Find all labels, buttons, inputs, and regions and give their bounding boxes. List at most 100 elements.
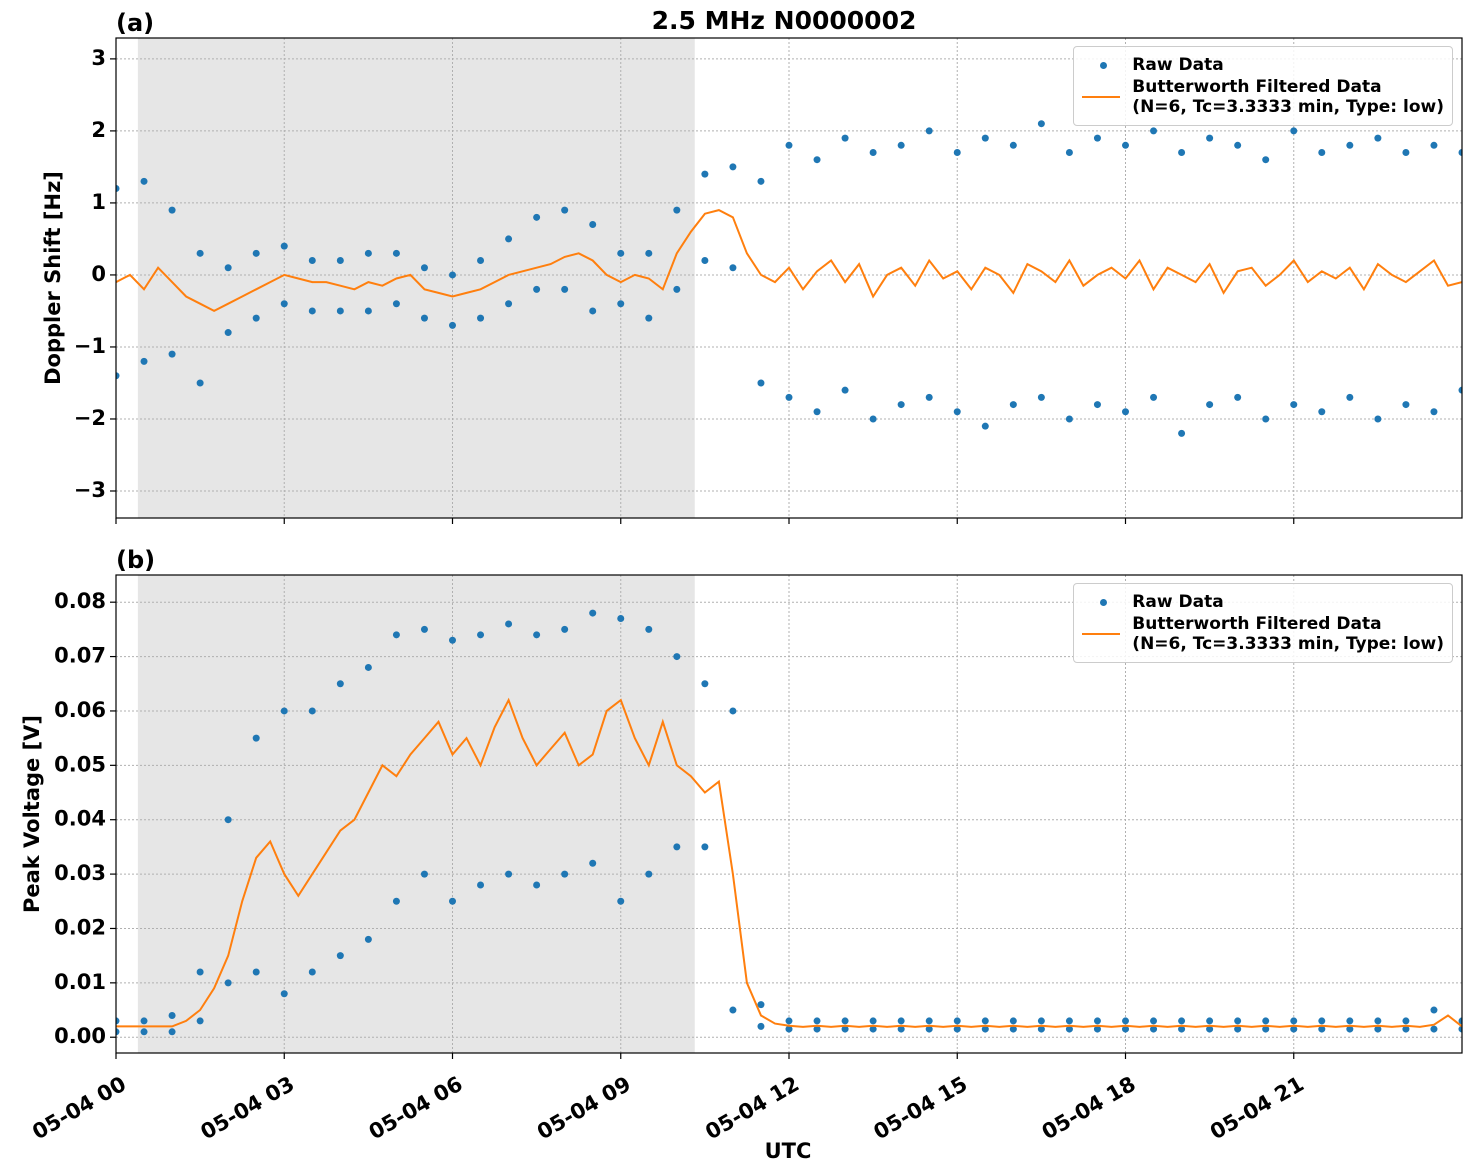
raw-point bbox=[785, 141, 793, 149]
raw-point bbox=[420, 264, 428, 272]
raw-point bbox=[561, 206, 569, 214]
raw-point bbox=[645, 870, 653, 878]
raw-point bbox=[925, 1017, 933, 1025]
raw-point bbox=[336, 680, 344, 688]
raw-point bbox=[953, 1025, 961, 1033]
raw-point bbox=[1009, 401, 1017, 409]
legend-swatch bbox=[1082, 614, 1126, 635]
raw-point bbox=[1150, 393, 1158, 401]
raw-point bbox=[785, 1025, 793, 1033]
raw-point bbox=[420, 870, 428, 878]
raw-point bbox=[1206, 401, 1214, 409]
raw-point bbox=[308, 707, 316, 715]
shaded-span bbox=[137, 38, 695, 518]
raw-point bbox=[252, 314, 260, 322]
raw-point bbox=[561, 625, 569, 633]
raw-point bbox=[813, 156, 821, 164]
raw-point bbox=[505, 870, 513, 878]
raw-point bbox=[533, 881, 541, 889]
raw-point bbox=[168, 206, 176, 214]
raw-point bbox=[477, 314, 485, 322]
raw-point bbox=[224, 264, 232, 272]
x-tick-label: 05-04 21 bbox=[1206, 1072, 1308, 1145]
raw-point bbox=[140, 1017, 148, 1025]
raw-point bbox=[589, 609, 597, 617]
raw-point bbox=[140, 357, 148, 365]
raw-point bbox=[533, 631, 541, 639]
raw-point bbox=[953, 1017, 961, 1025]
raw-point bbox=[1178, 149, 1186, 157]
raw-point bbox=[589, 307, 597, 315]
raw-point bbox=[1093, 134, 1101, 142]
raw-point bbox=[1234, 393, 1242, 401]
raw-point bbox=[1430, 1006, 1438, 1014]
raw-point bbox=[1374, 1025, 1382, 1033]
raw-point bbox=[897, 1025, 905, 1033]
raw-point bbox=[953, 149, 961, 157]
raw-point bbox=[224, 979, 232, 987]
panel-label: (b) bbox=[116, 546, 155, 574]
legend-entry: Butterworth Filtered Data (N=6, Tc=3.333… bbox=[1082, 614, 1444, 654]
raw-point bbox=[1346, 1017, 1354, 1025]
raw-point bbox=[617, 615, 625, 623]
raw-point bbox=[645, 249, 653, 257]
raw-point bbox=[533, 213, 541, 221]
raw-point bbox=[869, 149, 877, 157]
raw-point bbox=[1037, 393, 1045, 401]
raw-point bbox=[1346, 1025, 1354, 1033]
legend-label: Raw Data bbox=[1132, 592, 1224, 612]
raw-point bbox=[196, 379, 204, 387]
raw-point bbox=[813, 408, 821, 416]
raw-point bbox=[196, 968, 204, 976]
raw-point bbox=[1402, 1025, 1410, 1033]
y-tick-label: 1 bbox=[91, 190, 106, 214]
x-tick-label: 05-04 00 bbox=[28, 1072, 130, 1145]
raw-point bbox=[280, 707, 288, 715]
raw-point bbox=[1206, 134, 1214, 142]
raw-point bbox=[561, 285, 569, 293]
raw-point bbox=[1262, 1017, 1270, 1025]
raw-point bbox=[364, 935, 372, 943]
raw-point bbox=[729, 1006, 737, 1014]
raw-point bbox=[1234, 141, 1242, 149]
raw-point bbox=[561, 870, 569, 878]
raw-point bbox=[1290, 1025, 1298, 1033]
x-tick-label: 05-04 18 bbox=[1038, 1072, 1140, 1145]
raw-point bbox=[1262, 1025, 1270, 1033]
raw-point bbox=[420, 625, 428, 633]
legend: Raw Data Butterworth Filtered Data (N=6, … bbox=[1073, 46, 1453, 126]
raw-point bbox=[1150, 1017, 1158, 1025]
raw-point bbox=[757, 177, 765, 185]
y-tick-label: 0.01 bbox=[54, 970, 106, 994]
raw-point bbox=[168, 1028, 176, 1036]
raw-point bbox=[449, 897, 456, 905]
raw-point bbox=[729, 163, 737, 171]
raw-point bbox=[841, 1017, 849, 1025]
plot-area bbox=[116, 120, 1462, 437]
panel-label: (a) bbox=[116, 9, 154, 37]
raw-point bbox=[981, 1017, 989, 1025]
raw-point bbox=[617, 897, 625, 905]
raw-point bbox=[1065, 415, 1073, 423]
shaded-span bbox=[137, 575, 695, 1053]
legend-label: Butterworth Filtered Data (N=6, Tc=3.333… bbox=[1132, 77, 1444, 117]
y-tick-label: 0.04 bbox=[54, 807, 106, 831]
raw-point bbox=[757, 1001, 765, 1009]
raw-point bbox=[1065, 1017, 1073, 1025]
raw-point bbox=[308, 307, 316, 315]
raw-point bbox=[1374, 134, 1382, 142]
raw-point bbox=[869, 1017, 877, 1025]
x-tick-label: 05-04 06 bbox=[365, 1072, 467, 1145]
raw-point bbox=[420, 314, 428, 322]
raw-point bbox=[1290, 1017, 1298, 1025]
raw-point bbox=[1009, 141, 1017, 149]
raw-point bbox=[1430, 141, 1438, 149]
raw-point bbox=[1458, 1025, 1462, 1033]
raw-point bbox=[364, 663, 372, 671]
raw-point bbox=[477, 881, 485, 889]
y-tick-label: 0.06 bbox=[54, 698, 106, 722]
raw-point bbox=[645, 625, 653, 633]
raw-point bbox=[1374, 415, 1382, 423]
raw-point bbox=[813, 1017, 821, 1025]
raw-point bbox=[1009, 1025, 1017, 1033]
